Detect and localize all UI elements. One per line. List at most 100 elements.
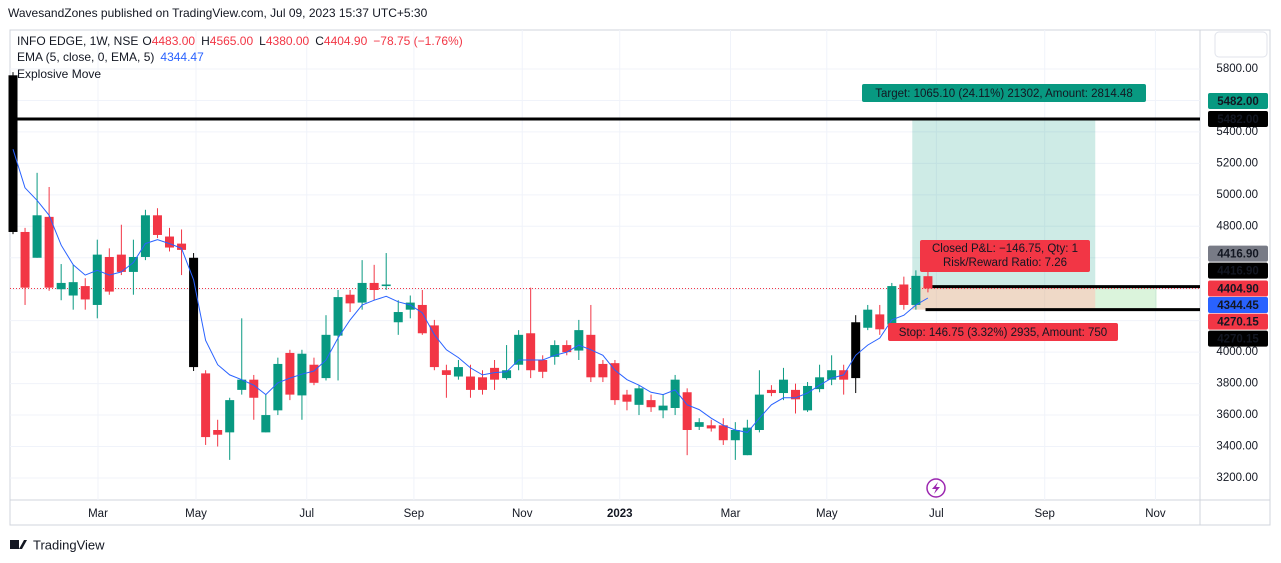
- settings-box[interactable]: [1214, 31, 1268, 58]
- x-tick-label: Nov: [512, 508, 533, 520]
- candle-body: [478, 377, 488, 390]
- x-tick-label: 2023: [607, 508, 633, 520]
- x-tick-label: May: [816, 508, 838, 520]
- candle-body: [574, 330, 584, 351]
- y-tick-label: 4800.00: [1216, 220, 1258, 232]
- candle-body: [730, 430, 740, 441]
- symbol: INFO EDGE, 1W, NSE: [17, 34, 138, 48]
- y-tick-label: 3800.00: [1216, 378, 1258, 390]
- candle-body: [851, 322, 861, 379]
- x-tick-label: Mar: [721, 508, 741, 520]
- stop-label: Stop: 146.75 (3.32%) 2935, Amount: 750: [899, 327, 1107, 339]
- candle-body: [68, 282, 78, 296]
- price-badge-label: 4270.15: [1217, 317, 1259, 329]
- ema-line: [12, 149, 929, 433]
- candle-body: [128, 256, 138, 272]
- price-badge: [1208, 296, 1268, 313]
- candle-body: [658, 405, 668, 411]
- ohlc-value: 4380.00: [266, 34, 310, 48]
- y-tick-label: 3200.00: [1216, 472, 1258, 484]
- candle-body: [273, 363, 283, 411]
- candle-body: [706, 425, 716, 429]
- ema-legend: EMA (5, close, 0, EMA, 5) 4344.47: [17, 50, 204, 64]
- candle-body: [441, 370, 451, 375]
- candle-body: [213, 430, 223, 435]
- candle-body: [863, 309, 873, 328]
- candle-body: [682, 392, 692, 431]
- candle-body: [405, 302, 415, 310]
- x-tick-label: Nov: [1145, 508, 1166, 520]
- result-label-bg: [920, 240, 1090, 272]
- y-tick-label: 4000.00: [1216, 346, 1258, 358]
- candle-body: [803, 385, 813, 411]
- price-badge: [1208, 111, 1268, 128]
- x-tick-label: Sep: [1034, 508, 1054, 520]
- ema-value: 4344.47: [160, 50, 204, 64]
- price-badge-label: 4416.90: [1217, 249, 1259, 261]
- candle-body: [140, 215, 150, 257]
- target-label: Target: 1065.10 (24.11%) 21302, Amount: …: [875, 88, 1132, 100]
- candle-body: [718, 425, 728, 441]
- candle-body: [225, 400, 235, 433]
- candle-body: [393, 312, 403, 323]
- price-badge: [1208, 93, 1268, 110]
- price-badge-label: 4416.90: [1217, 266, 1259, 278]
- frame: [9, 29, 1271, 526]
- header: WavesandZones published on TradingView.c…: [8, 6, 428, 20]
- x-tick-label: Sep: [404, 508, 424, 520]
- price-badge-label: 4344.45: [1217, 300, 1259, 312]
- stop-label-bg: [888, 323, 1118, 341]
- price-badge-label: 5482.00: [1217, 96, 1259, 108]
- candle-body: [309, 364, 319, 383]
- event-icon-bolt: [932, 482, 940, 494]
- candle-body: [44, 216, 54, 288]
- candle-body: [116, 254, 126, 272]
- candle-body: [417, 304, 427, 334]
- indicator-legend: Explosive Move: [17, 67, 101, 81]
- candle-body: [453, 367, 463, 377]
- candle-body: [778, 379, 788, 394]
- candle-body: [827, 370, 837, 380]
- ema-label: EMA (5, close, 0, EMA, 5): [17, 50, 154, 64]
- candle-body: [152, 215, 162, 235]
- candle-body: [670, 379, 680, 408]
- price-badge: [1208, 280, 1268, 297]
- candle-body: [345, 294, 355, 304]
- candle-body: [923, 276, 933, 289]
- candle-body: [815, 377, 825, 390]
- y-tick-label: 5200.00: [1216, 157, 1258, 169]
- y-tick-label: 5000.00: [1216, 189, 1258, 201]
- price-badge-label: 4270.15: [1217, 334, 1259, 346]
- y-tick-label: 5400.00: [1216, 126, 1258, 138]
- candle-body: [754, 394, 764, 431]
- candle-body: [646, 400, 656, 408]
- x-tick-label: Jul: [929, 508, 944, 520]
- candle-body: [586, 334, 596, 378]
- candle-body: [875, 314, 885, 330]
- stop-zone: [912, 286, 1096, 310]
- candle-body: [502, 370, 512, 379]
- candle-body: [622, 394, 632, 402]
- candle-body: [766, 389, 776, 394]
- candle-body: [514, 334, 524, 365]
- ohlc-value: 4404.90: [324, 34, 368, 48]
- price-badge: [1208, 330, 1268, 347]
- candle-body: [261, 415, 271, 433]
- extension-zone: [1095, 286, 1157, 310]
- candle-body: [550, 345, 560, 357]
- candle-body: [911, 275, 921, 305]
- candle-body: [92, 254, 102, 305]
- candle-body: [429, 325, 439, 368]
- candle-body: [887, 286, 897, 325]
- ohlc-prefix: C: [315, 34, 324, 48]
- x-tick-label: Mar: [88, 508, 108, 520]
- candle-body: [177, 243, 187, 250]
- candle-body: [20, 231, 30, 288]
- footer-logo: [10, 540, 27, 549]
- candle-body: [8, 75, 18, 232]
- candle-body: [526, 333, 536, 371]
- candle-body: [381, 284, 391, 287]
- ohlc-value: 4483.00: [152, 34, 196, 48]
- candle-body: [694, 422, 704, 427]
